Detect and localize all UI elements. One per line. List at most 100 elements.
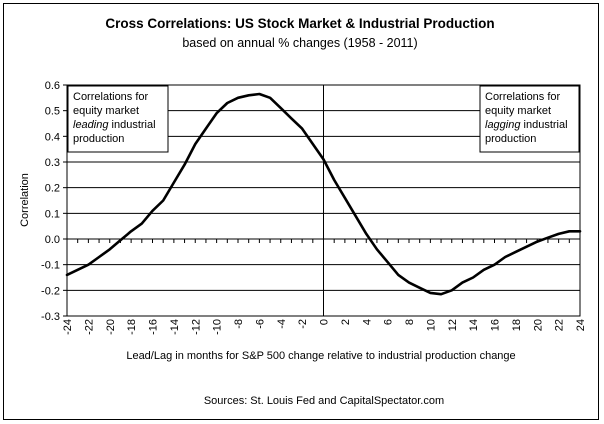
x-tick-label: -8 — [233, 319, 245, 329]
data-point — [547, 237, 549, 239]
x-tick-label: -14 — [169, 319, 181, 335]
x-tick-label: 8 — [404, 319, 416, 325]
data-point — [333, 179, 335, 181]
annotation-right-box — [479, 85, 580, 153]
data-point — [322, 158, 325, 161]
data-point — [87, 264, 89, 266]
data-point — [504, 256, 506, 258]
data-point — [579, 230, 581, 232]
x-tick-label: 6 — [383, 319, 395, 325]
y-tick-label: 0.1 — [45, 208, 60, 220]
data-point — [429, 292, 431, 294]
x-tick-label: 10 — [425, 319, 437, 331]
data-point — [216, 112, 218, 114]
x-tick-label: -2 — [297, 319, 309, 329]
data-point — [344, 197, 346, 199]
data-point — [461, 282, 464, 284]
x-tick-label: 22 — [554, 319, 566, 331]
x-tick-label: -6 — [254, 319, 266, 329]
x-tick-label: -12 — [190, 319, 202, 335]
annotation-left-line2: equity market — [73, 105, 139, 117]
data-point — [109, 248, 111, 250]
data-point — [98, 256, 100, 258]
data-point — [248, 94, 250, 96]
data-point — [66, 274, 68, 276]
data-point — [77, 269, 79, 271]
x-tick-label: 12 — [447, 319, 459, 331]
chart-title: Cross Correlations: US Stock Market & In… — [105, 16, 494, 31]
data-point — [173, 181, 175, 184]
y-tick-label: 0.5 — [45, 106, 60, 118]
data-point — [376, 248, 378, 250]
annotation-left-line3-emph: leading — [73, 119, 109, 131]
x-tick-label: -22 — [83, 319, 95, 335]
data-point — [365, 233, 367, 235]
data-point — [472, 276, 474, 279]
x-tick-label: -18 — [126, 319, 138, 335]
data-point — [483, 269, 485, 271]
x-tick-label: -16 — [148, 319, 160, 335]
data-point — [408, 282, 410, 284]
x-tick-label: 0 — [319, 319, 331, 325]
y-tick-label: -0.1 — [41, 260, 60, 272]
data-point — [536, 240, 538, 243]
x-tick-label: 2 — [340, 319, 352, 325]
data-point — [280, 107, 282, 109]
annotation-right-line4: production — [485, 133, 536, 145]
data-point — [183, 163, 186, 166]
data-point — [301, 128, 303, 130]
data-point — [258, 93, 260, 95]
annotation-left-box — [67, 85, 169, 153]
annotation-left-line4: production — [73, 133, 124, 145]
annotation-right-text: Correlations for equity market lagging i… — [485, 91, 571, 145]
annotation-left: Correlations for equity market leading i… — [67, 85, 169, 153]
data-point — [515, 251, 517, 253]
data-point — [419, 287, 421, 289]
x-axis-label: Lead/Lag in months for S&P 500 change re… — [126, 350, 515, 362]
annotation-left-line3-rest: industrial — [108, 119, 155, 131]
data-point — [312, 143, 314, 145]
x-tick-label: 18 — [511, 319, 523, 331]
source-note: Sources: St. Louis Fed and CapitalSpecta… — [204, 395, 444, 407]
data-point — [226, 102, 228, 104]
data-point — [151, 210, 154, 212]
x-tick-label: -10 — [212, 319, 224, 335]
data-point — [387, 261, 389, 263]
data-point — [194, 143, 196, 145]
data-point — [205, 128, 207, 130]
chart-subtitle: based on annual % changes (1958 - 2011) — [182, 36, 417, 50]
data-point — [130, 230, 132, 232]
y-tick-label: 0.6 — [45, 80, 60, 92]
x-tick-label: 24 — [575, 319, 587, 331]
annotation-right-line3-rest: industrial — [520, 119, 567, 131]
annotation-right-line1: Correlations for — [485, 91, 561, 103]
y-axis-label: Correlation — [19, 173, 31, 227]
data-point — [269, 97, 271, 99]
y-tick-label: 0.4 — [45, 131, 60, 143]
data-point — [162, 199, 164, 202]
y-tick-label: 0.0 — [45, 234, 60, 246]
data-point — [290, 117, 293, 119]
y-tick-label: -0.2 — [41, 285, 60, 297]
x-tick-label: 20 — [532, 319, 544, 331]
data-point — [558, 233, 560, 235]
x-tick-label: 16 — [490, 319, 502, 331]
data-point — [354, 215, 357, 217]
x-tick-label: -24 — [62, 319, 74, 335]
annotation-right-line2: equity market — [485, 105, 551, 117]
annotation-left-text: Correlations for equity market leading i… — [73, 91, 159, 145]
x-tick-label: -4 — [276, 319, 288, 329]
data-point — [493, 264, 496, 266]
data-point — [568, 230, 570, 232]
annotation-right-line3-emph: lagging — [485, 119, 521, 131]
data-point — [141, 223, 143, 225]
x-tick-label: 4 — [361, 319, 373, 325]
annotation-left-line1: Correlations for — [73, 91, 149, 103]
data-point — [440, 293, 442, 295]
y-tick-label: -0.3 — [41, 311, 60, 323]
y-tick-label: 0.2 — [45, 183, 60, 195]
data-point — [119, 239, 122, 241]
data-point — [451, 289, 453, 291]
data-point — [397, 274, 399, 276]
